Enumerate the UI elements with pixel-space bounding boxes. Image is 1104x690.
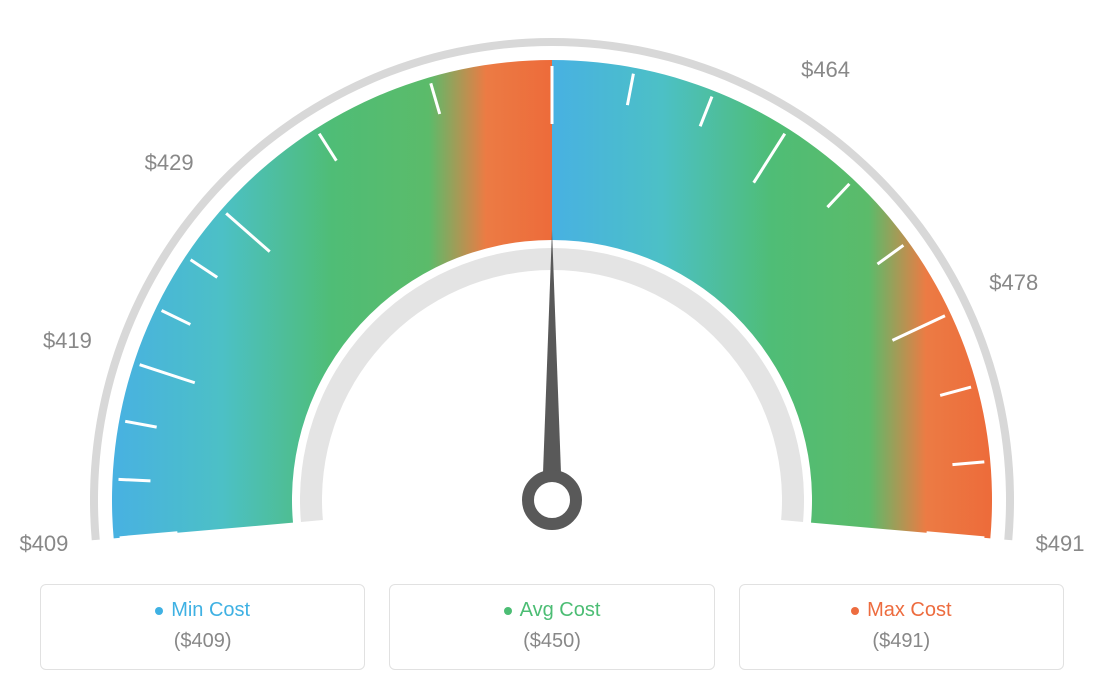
gauge-tick-label: $478 [989,270,1038,296]
legend-value: ($409) [51,630,354,653]
legend-label: Avg Cost [520,599,601,622]
gauge-tick-label: $464 [801,57,850,83]
legend-title: Min Cost [155,599,250,622]
gauge-tick-label: $409 [19,531,68,557]
legend-dot-icon [851,607,859,615]
legend-card-min: Min Cost ($409) [40,584,365,670]
legend-dot-icon [504,607,512,615]
legend-title: Avg Cost [504,599,601,622]
gauge-tick-label: $450 [528,0,577,3]
gauge-tick-label: $419 [43,328,92,354]
legend-card-avg: Avg Cost ($450) [389,584,714,670]
legend-card-max: Max Cost ($491) [739,584,1064,670]
legend-value: ($450) [400,630,703,653]
legend-row: Min Cost ($409) Avg Cost ($450) Max Cost ($49… [40,584,1064,670]
legend-value: ($491) [750,630,1053,653]
legend-label: Min Cost [171,599,250,622]
legend-label: Max Cost [867,599,951,622]
gauge-area: $409 $419 $429 $450 $464 $478 $491 [0,0,1104,560]
gauge-svg [0,0,1104,560]
cost-gauge-infographic: $409 $419 $429 $450 $464 $478 $491 Min Cost ($4… [0,0,1104,690]
gauge-tick-label: $491 [1036,531,1085,557]
legend-title: Max Cost [851,599,951,622]
gauge-tick-label: $429 [145,150,194,176]
legend-dot-icon [155,607,163,615]
